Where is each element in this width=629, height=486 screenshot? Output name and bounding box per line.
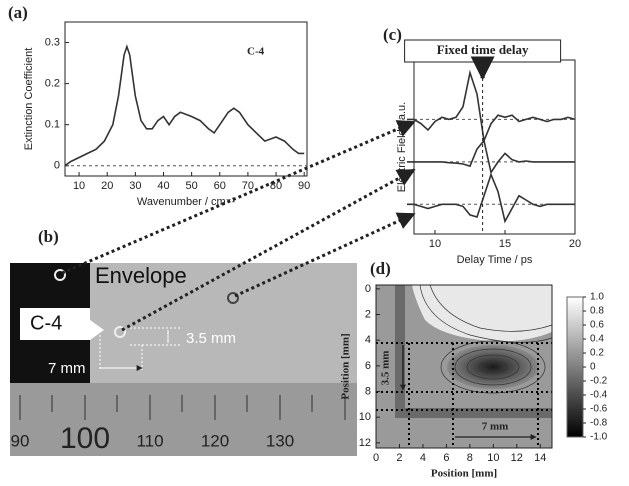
ruler-label: 90 bbox=[11, 431, 30, 450]
colorbar-tick-label: 0.4 bbox=[590, 334, 604, 345]
y-tick-label: 0.2 bbox=[45, 78, 60, 90]
x-tick-label: 8 bbox=[467, 452, 473, 464]
y-tick-label: 8 bbox=[365, 385, 371, 397]
ruler-label: 120 bbox=[201, 431, 229, 450]
x-tick-label: 10 bbox=[429, 238, 441, 250]
x-tick-label: 20 bbox=[101, 180, 113, 192]
x-tick-label: 10 bbox=[73, 180, 85, 192]
y-tick-label: 0 bbox=[54, 160, 60, 172]
panel-label: (b) bbox=[38, 227, 59, 246]
y-tick-label: 0 bbox=[365, 283, 371, 295]
y-tick-label: 2 bbox=[365, 308, 371, 320]
dimension-label: 7 mm bbox=[48, 360, 86, 377]
colorbar-tick-label: 0.8 bbox=[590, 306, 604, 317]
x-tick-label: 6 bbox=[443, 452, 449, 464]
y-axis-label: Extinction Coefficient bbox=[23, 48, 35, 151]
ruler-label: 100 bbox=[60, 422, 110, 455]
x-tick-label: 90 bbox=[298, 180, 310, 192]
x-axis-label: Position [mm] bbox=[431, 468, 497, 480]
x-axis-label: Wavenumber / cm⁻¹ bbox=[137, 196, 236, 208]
panel-label: (d) bbox=[370, 259, 391, 278]
annotation: 7 mm bbox=[482, 421, 509, 433]
x-tick-label: 30 bbox=[129, 180, 141, 192]
line-series bbox=[64, 44, 305, 167]
line-series bbox=[407, 69, 576, 144]
colorbar-tick-label: 0.6 bbox=[590, 320, 604, 331]
colorbar-tick-label: -0.6 bbox=[590, 404, 608, 415]
line-series bbox=[407, 172, 575, 224]
plot-frame bbox=[413, 59, 576, 235]
x-tick-label: 70 bbox=[242, 180, 254, 192]
x-tick-label: 15 bbox=[499, 238, 511, 250]
x-tick-label: 80 bbox=[270, 180, 282, 192]
colorbar-tick-label: 0 bbox=[590, 362, 596, 373]
y-tick-label: 0.1 bbox=[45, 119, 60, 131]
annotation: C-4 bbox=[247, 46, 265, 58]
annotation: Fixed time delay bbox=[437, 42, 529, 57]
colorbar bbox=[566, 296, 584, 438]
arrows bbox=[61, 120, 416, 332]
x-tick-label: 12 bbox=[511, 452, 523, 464]
plot-frame bbox=[64, 21, 308, 177]
line-series bbox=[407, 138, 575, 175]
x-tick-label: 20 bbox=[569, 238, 581, 250]
panel-label: (c) bbox=[383, 25, 402, 44]
x-tick-label: 50 bbox=[186, 180, 198, 192]
y-tick-label: 12 bbox=[359, 437, 371, 449]
y-tick-label: 6 bbox=[365, 360, 371, 372]
annotation: 3.5 mm bbox=[380, 351, 392, 386]
colorbar-tick-label: -1.0 bbox=[590, 432, 608, 443]
x-tick-label: 14 bbox=[534, 452, 546, 464]
colorbar-tick-label: 1.0 bbox=[590, 292, 604, 303]
plot-frame bbox=[375, 284, 553, 449]
x-tick-label: 40 bbox=[157, 180, 169, 192]
photo-label: Envelope bbox=[95, 263, 187, 288]
x-tick-label: 2 bbox=[396, 452, 402, 464]
colorbar-tick-label: -0.2 bbox=[590, 376, 608, 387]
y-tick-label: 0.3 bbox=[45, 36, 60, 48]
x-tick-label: 60 bbox=[214, 180, 226, 192]
colorbar-tick-label: -0.4 bbox=[590, 390, 608, 401]
x-tick-label: 10 bbox=[487, 452, 499, 464]
ruler-label: 130 bbox=[266, 431, 294, 450]
colorbar-tick-label: -0.8 bbox=[590, 418, 608, 429]
y-axis-label: Electric Field / a.u. bbox=[396, 102, 408, 192]
contour-map bbox=[376, 284, 553, 448]
y-tick-label: 4 bbox=[365, 334, 371, 346]
photo bbox=[10, 263, 357, 456]
y-axis-label: Position [mm] bbox=[340, 333, 352, 399]
x-tick-label: 0 bbox=[373, 452, 379, 464]
x-axis-label: Delay Time / ps bbox=[457, 254, 533, 266]
ruler-label: 110 bbox=[136, 431, 163, 450]
panel-label: (a) bbox=[8, 3, 28, 22]
colorbar-tick-label: 0.2 bbox=[590, 348, 604, 359]
x-tick-label: 4 bbox=[420, 452, 426, 464]
dimension-label: 3.5 mm bbox=[186, 330, 236, 347]
sample-label: C-4 bbox=[30, 312, 62, 334]
y-tick-label: 10 bbox=[359, 411, 371, 423]
